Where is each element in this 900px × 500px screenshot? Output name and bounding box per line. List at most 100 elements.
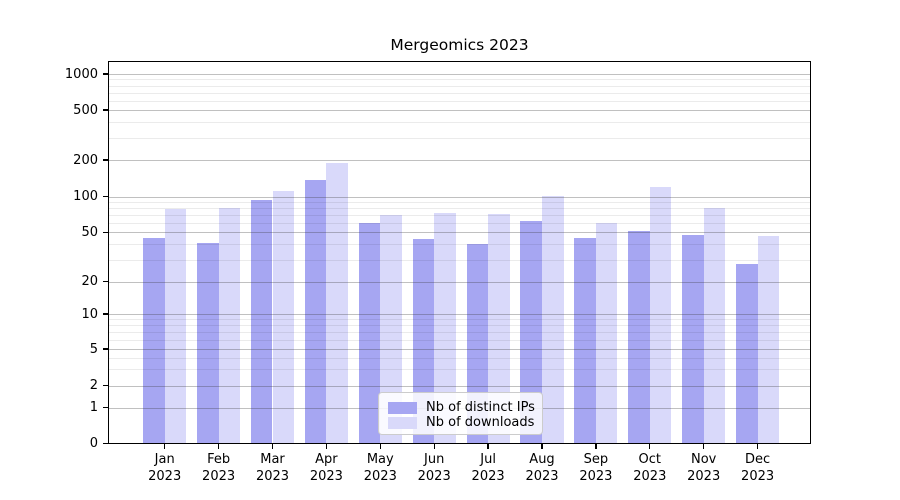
gridline-minor bbox=[108, 325, 811, 327]
legend-swatch-distinct-ips bbox=[388, 401, 417, 414]
y-tick-mark bbox=[103, 109, 108, 111]
gridline-minor bbox=[108, 259, 811, 261]
y-tick-mark bbox=[103, 73, 108, 75]
y-tick-label: 1 bbox=[89, 400, 98, 416]
bar-distinct-ips-feb bbox=[197, 242, 219, 444]
x-tick-mark bbox=[433, 443, 435, 449]
gridline-minor bbox=[108, 369, 811, 371]
x-tick-mark bbox=[703, 443, 705, 449]
bar-downloads-aug bbox=[542, 196, 564, 444]
bar-distinct-ips-dec bbox=[736, 263, 758, 444]
bar-downloads-apr bbox=[326, 162, 348, 444]
x-tick-label: Feb 2023 bbox=[202, 452, 236, 484]
gridline-major bbox=[108, 196, 811, 198]
gridline-minor bbox=[108, 92, 811, 94]
gridline-major bbox=[108, 314, 811, 315]
bar-downloads-sep bbox=[595, 222, 618, 444]
y-tick-label: 2 bbox=[89, 378, 98, 394]
x-tick-label: Jul 2023 bbox=[471, 452, 505, 484]
gridline-minor bbox=[108, 122, 811, 124]
legend-swatch-downloads bbox=[388, 416, 417, 429]
bar-downloads-jun bbox=[434, 212, 456, 444]
gridline-minor bbox=[108, 319, 811, 321]
gridline-minor bbox=[108, 202, 811, 204]
bar-downloads-dec bbox=[757, 235, 780, 444]
x-tick-label: Jun 2023 bbox=[417, 452, 451, 484]
y-tick-label: 50 bbox=[81, 224, 98, 240]
bar-downloads-nov bbox=[703, 207, 726, 444]
y-tick-mark bbox=[103, 196, 108, 198]
x-tick-mark bbox=[164, 443, 166, 449]
y-tick-mark bbox=[103, 231, 108, 233]
y-tick-mark bbox=[103, 348, 108, 350]
y-tick-mark bbox=[103, 313, 108, 315]
x-tick-label: Nov 2023 bbox=[687, 452, 721, 484]
gridline-minor bbox=[108, 339, 811, 341]
y-tick-mark bbox=[103, 407, 108, 409]
gridline-major bbox=[108, 349, 811, 350]
x-tick-label: Oct 2023 bbox=[633, 452, 667, 484]
y-tick-label: 100 bbox=[73, 189, 98, 205]
x-tick-mark bbox=[217, 443, 220, 449]
bar-downloads-feb bbox=[218, 208, 241, 444]
gridline-minor bbox=[108, 332, 811, 333]
gridline-major bbox=[108, 385, 811, 387]
gridline-minor bbox=[108, 85, 811, 87]
bar-downloads-may bbox=[380, 215, 402, 444]
y-tick-label: 0 bbox=[89, 436, 98, 451]
x-tick-mark bbox=[379, 443, 381, 449]
gridline-minor bbox=[108, 215, 811, 217]
bar-distinct-ips-oct bbox=[628, 231, 650, 444]
bar-downloads-mar bbox=[272, 190, 295, 444]
x-tick-label: Apr 2023 bbox=[309, 452, 343, 484]
legend: Nb of distinct IPs Nb of downloads bbox=[378, 392, 543, 435]
x-tick-label: Mar 2023 bbox=[255, 452, 290, 484]
x-tick-label: May 2023 bbox=[363, 452, 397, 484]
x-tick-mark bbox=[541, 443, 543, 449]
x-tick-mark bbox=[595, 443, 597, 449]
y-tick-label: 200 bbox=[73, 152, 98, 168]
bar-distinct-ips-mar bbox=[250, 199, 273, 444]
gridline-major bbox=[108, 160, 811, 161]
x-tick-label: Jan 2023 bbox=[148, 452, 182, 484]
gridline-major bbox=[108, 110, 811, 111]
bar-distinct-ips-apr bbox=[304, 180, 327, 444]
legend-item: Nb of distinct IPs bbox=[388, 400, 535, 415]
gridline-minor bbox=[108, 137, 811, 139]
x-tick-mark bbox=[325, 443, 328, 449]
gridline-minor bbox=[108, 79, 811, 81]
x-tick-label: Aug 2023 bbox=[525, 452, 559, 484]
bar-downloads-jan bbox=[164, 209, 187, 444]
y-tick-mark bbox=[103, 442, 108, 445]
legend-label: Nb of downloads bbox=[426, 415, 535, 430]
y-tick-label: 5 bbox=[89, 341, 98, 357]
legend-item: Nb of downloads bbox=[388, 415, 535, 430]
chart-title: Mergeomics 2023 bbox=[390, 36, 529, 54]
y-tick-mark bbox=[103, 281, 108, 283]
bar-downloads-oct bbox=[649, 187, 672, 444]
gridline-minor bbox=[108, 222, 811, 224]
bar-distinct-ips-aug bbox=[520, 221, 542, 444]
x-tick-mark bbox=[649, 443, 651, 449]
gridline-major bbox=[108, 74, 811, 75]
y-tick-label: 1000 bbox=[64, 66, 98, 82]
legend-label: Nb of distinct IPs bbox=[426, 400, 535, 415]
x-tick-mark bbox=[756, 443, 759, 449]
gridline-minor bbox=[108, 100, 811, 102]
gridline-minor bbox=[108, 208, 811, 210]
gridline-minor bbox=[108, 357, 811, 359]
bar-distinct-ips-nov bbox=[682, 234, 704, 444]
bar-distinct-ips-may bbox=[358, 222, 381, 444]
bar-downloads-jul bbox=[488, 213, 510, 444]
bar-distinct-ips-jan bbox=[143, 237, 165, 444]
y-tick-label: 20 bbox=[81, 274, 98, 290]
y-tick-label: 10 bbox=[81, 306, 98, 322]
gridline-minor bbox=[108, 244, 811, 246]
y-tick-mark bbox=[103, 159, 108, 161]
x-tick-mark bbox=[271, 443, 274, 449]
y-tick-mark bbox=[103, 385, 108, 387]
x-tick-label: Sep 2023 bbox=[579, 452, 613, 484]
gridline-major bbox=[108, 232, 811, 234]
gridline-major bbox=[108, 281, 811, 283]
